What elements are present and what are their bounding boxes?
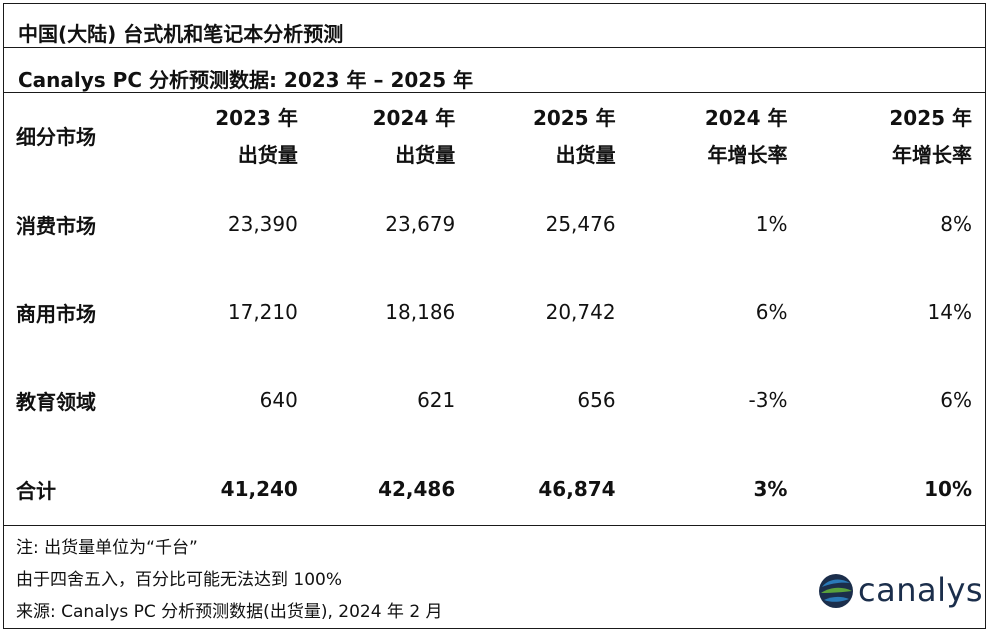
table-cell: 20,742	[545, 300, 616, 324]
report-frame: 中国(大陆) 台式机和笔记本分析预测 Canalys PC 分析预测数据: 20…	[3, 3, 986, 629]
table-total-row: 合计 41,240 42,486 46,874 3% 10%	[4, 444, 984, 534]
table-cell: 14%	[927, 300, 972, 324]
table-cell: 656	[577, 388, 616, 412]
forecast-table: 细分市场 2023 年 出货量 2024 年 出货量 2025 年 出货量 20…	[4, 94, 984, 534]
header-year: 2024 年	[704, 106, 788, 130]
header-metric: 年增长率	[892, 143, 972, 167]
table-cell: 640	[259, 388, 298, 412]
header-year: 2024 年	[372, 106, 456, 130]
table-cell: 18,186	[385, 300, 456, 324]
header-label: 细分市场	[16, 124, 96, 149]
divider-line	[4, 47, 985, 48]
table-cell: 621	[417, 388, 456, 412]
page-subtitle: Canalys PC 分析预测数据: 2023 年 – 2025 年	[18, 68, 474, 92]
footnote-source: 来源: Canalys PC 分析预测数据(出货量), 2024 年 2 月	[16, 602, 443, 622]
table-cell: 8%	[940, 212, 972, 236]
total-cell: 42,486	[378, 477, 456, 501]
header-metric: 出货量	[395, 143, 456, 167]
table-cell: 6%	[940, 388, 972, 412]
table-cell: 23,679	[385, 212, 456, 236]
row-label-commercial: 商用市场	[16, 301, 96, 326]
total-cell: 46,874	[538, 477, 616, 501]
divider-line	[4, 525, 985, 526]
header-metric: 出货量	[555, 143, 616, 167]
page-title: 中国(大陆) 台式机和笔记本分析预测	[18, 22, 344, 46]
column-header-2025-growth: 2025 年 年增长率	[787, 94, 984, 180]
globe-icon	[819, 574, 853, 608]
column-header-2025-shipments: 2025 年 出货量	[455, 94, 616, 180]
footnote-rounding: 由于四舍五入，百分比可能无法达到 100%	[16, 570, 343, 590]
header-year: 2023 年	[215, 106, 298, 130]
row-label-education: 教育领域	[16, 389, 96, 414]
footnotes: 注: 出货量单位为“千台” 由于四舍五入，百分比可能无法达到 100% 来源: …	[16, 532, 443, 628]
total-cell: 3%	[753, 477, 788, 501]
table-cell: 6%	[755, 300, 788, 324]
divider-line	[4, 92, 985, 93]
table-row: 教育领域 640 621 656 -3% 6%	[4, 356, 984, 444]
total-cell: 41,240	[220, 477, 298, 501]
row-label-total: 合计	[16, 478, 56, 503]
table-header-row: 细分市场 2023 年 出货量 2024 年 出货量 2025 年 出货量 20…	[4, 94, 984, 180]
table-cell: 1%	[755, 212, 788, 236]
header-metric: 出货量	[237, 143, 298, 167]
column-header-2024-shipments: 2024 年 出货量	[298, 94, 456, 180]
row-label-consumer: 消费市场	[16, 213, 96, 238]
column-header-2024-growth: 2024 年 年增长率	[616, 94, 788, 180]
table-cell: 17,210	[227, 300, 298, 324]
logo-wordmark: canalys	[858, 571, 984, 609]
canalys-logo: canalys	[818, 570, 983, 614]
header-metric: 年增长率	[707, 143, 788, 167]
column-header-segment: 细分市场	[4, 94, 164, 180]
table-row: 消费市场 23,390 23,679 25,476 1% 8%	[4, 180, 984, 268]
total-cell: 10%	[924, 477, 972, 501]
header-year: 2025 年	[889, 106, 972, 130]
footnote-unit: 注: 出货量单位为“千台”	[16, 538, 198, 558]
table-cell: 25,476	[545, 212, 616, 236]
table-row: 商用市场 17,210 18,186 20,742 6% 14%	[4, 268, 984, 356]
table-cell: -3%	[748, 388, 788, 412]
table-cell: 23,390	[227, 212, 298, 236]
header-year: 2025 年	[532, 106, 616, 130]
column-header-2023-shipments: 2023 年 出货量	[164, 94, 298, 180]
